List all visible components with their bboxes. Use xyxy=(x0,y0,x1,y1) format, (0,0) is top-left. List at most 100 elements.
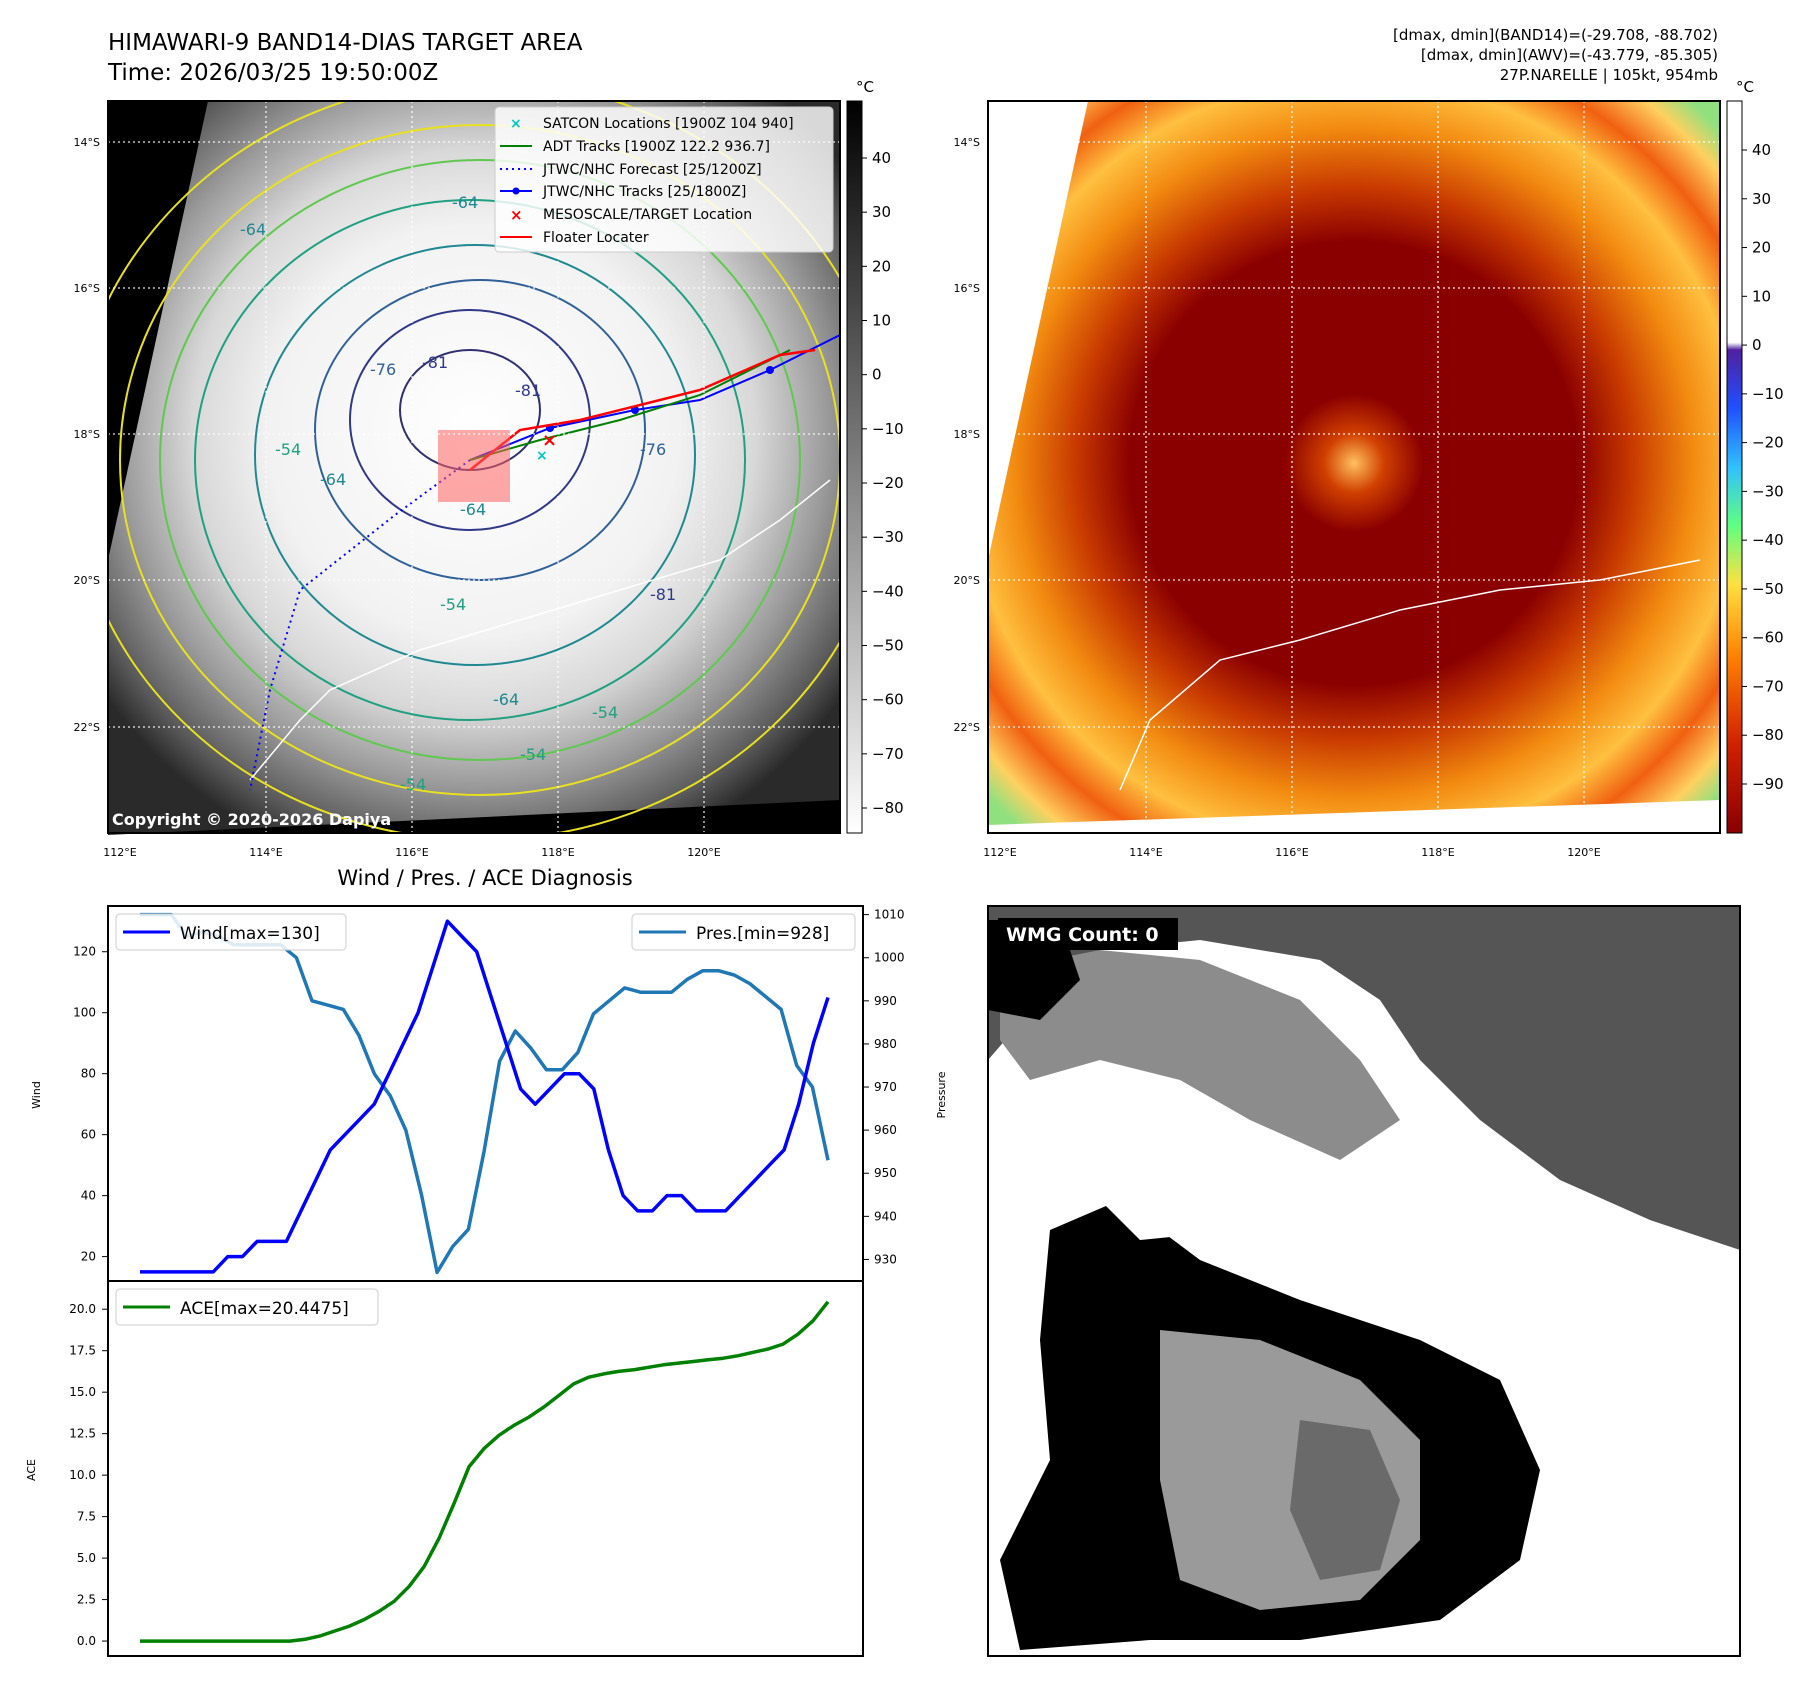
colorbar-tick-label: −60 xyxy=(872,691,904,709)
pressure-tick-label: 1010 xyxy=(874,908,905,922)
lon-label: 118°E xyxy=(541,846,574,859)
ace-legend: ACE[max=20.4475] xyxy=(115,1288,379,1326)
legend-marker-satcon: × xyxy=(510,116,522,132)
wind-legend: Wind[max=130] xyxy=(115,913,347,951)
ace-legend-label: ACE[max=20.4475] xyxy=(180,1299,349,1319)
wmg-panel: WMG Count: 0 xyxy=(987,905,1741,1657)
contour-label: -76 xyxy=(640,440,666,459)
wmg-white-patch xyxy=(1520,1260,1700,1430)
awv-colorbar-unit: °C xyxy=(1736,78,1754,96)
ir-map-panel: -81 -81 -76 -64 -64 -54 -64 -54 -54 -64 … xyxy=(74,100,841,859)
wind-tick-label: 80 xyxy=(81,1067,96,1081)
wmg-count-label: WMG Count: 0 xyxy=(1006,924,1159,946)
ir-colorbar: °C 40 30 20 10 0 −10 −20 −30 −40 −50 −60 −70 −80 xyxy=(846,78,904,834)
jtwc-track-point xyxy=(766,366,774,374)
wind-pressure-chart: 20 40 60 80 100 120 930 940 950 960 970 980 990 1000 1… xyxy=(30,905,948,1282)
title-line-2: Time: 2026/03/25 19:50:00Z xyxy=(107,60,438,86)
legend-label: JTWC/NHC Forecast [25/1200Z] xyxy=(542,162,762,178)
pressure-tick-label: 930 xyxy=(874,1252,897,1266)
lat-label: 18°S xyxy=(74,428,100,441)
contour-label: -76 xyxy=(370,360,396,379)
contour-label: -54 xyxy=(275,440,301,459)
contour-green xyxy=(159,159,801,761)
contour-label: -81 xyxy=(650,585,676,604)
awv-coastline xyxy=(1119,559,1701,791)
lat-label: 14°S xyxy=(954,136,980,149)
pressure-legend-box xyxy=(631,913,856,951)
legend-label: Floater Locater xyxy=(543,230,649,246)
colorbar-tick-label: 30 xyxy=(872,203,891,221)
pressure-tick-label: 950 xyxy=(874,1166,897,1180)
colorbar-tick-label: −80 xyxy=(872,799,904,817)
info-line-1: [dmax, dmin](BAND14)=(-29.708, -88.702) xyxy=(1393,26,1718,44)
legend-label: ADT Tracks [1900Z 122.2 936.7] xyxy=(543,139,770,155)
ace-tick-label: 0.0 xyxy=(77,1634,96,1648)
legend-label: JTWC/NHC Tracks [25/1800Z] xyxy=(542,184,746,200)
contour-label: -64 xyxy=(452,193,478,212)
pressure-tick-label: 1000 xyxy=(874,951,905,965)
ace-tick-label: 15.0 xyxy=(69,1385,96,1399)
lat-label: 16°S xyxy=(74,282,100,295)
pressure-tick-label: 970 xyxy=(874,1080,897,1094)
contour-label: -54 xyxy=(520,745,546,764)
colorbar-tick-label: 0 xyxy=(1752,336,1762,354)
contour-label: -81 xyxy=(422,353,448,372)
colorbar-tick-label: −20 xyxy=(1752,434,1784,452)
wind-axis-label: Wind xyxy=(30,1081,43,1109)
awv-gridlines xyxy=(988,101,1720,833)
ace-tick-label: 17.5 xyxy=(69,1344,96,1358)
pressure-tick-label: 980 xyxy=(874,1037,897,1051)
wind-plot-area xyxy=(107,905,864,1282)
lat-label: 20°S xyxy=(954,574,980,587)
colorbar-tick-label: 20 xyxy=(872,257,891,275)
colorbar-tick-label: −10 xyxy=(1752,385,1784,403)
lat-label: 14°S xyxy=(74,136,100,149)
satcon-marker: × xyxy=(536,448,548,464)
colorbar-tick-label: −80 xyxy=(1752,726,1784,744)
legend-marker-mesoscale: × xyxy=(510,206,523,224)
wmg-frame xyxy=(987,905,1741,1657)
title-line-1: HIMAWARI-9 BAND14-DIAS TARGET AREA xyxy=(108,30,583,56)
wmg-center-region xyxy=(1290,1420,1400,1580)
lon-label: 114°E xyxy=(249,846,282,859)
lat-label: 20°S xyxy=(74,574,100,587)
awv-image-swath xyxy=(988,101,1720,825)
contour-teal xyxy=(254,244,696,666)
legend-label: SATCON Locations [1900Z 104 940] xyxy=(543,116,794,132)
wind-series-line xyxy=(140,919,830,1274)
awv-colorbar: °C 40 30 20 10 0 −10 −20 −30 −40 −50 −60 −70 −80 −90 xyxy=(1726,78,1784,834)
lon-label: 118°E xyxy=(1421,846,1454,859)
contour-label: -54 xyxy=(440,595,466,614)
contour-teal-outer xyxy=(194,199,746,721)
lon-label: 120°E xyxy=(1567,846,1600,859)
ace-legend-box xyxy=(115,1288,379,1326)
colorbar-tick-label: 0 xyxy=(872,366,882,384)
lon-label: 116°E xyxy=(1275,846,1308,859)
wind-tick-label: 20 xyxy=(81,1250,96,1264)
contour-yellow-inner xyxy=(119,124,840,796)
ir-map-frame xyxy=(107,100,841,834)
wmg-white-patch xyxy=(1090,1110,1280,1240)
wind-tick-label: 100 xyxy=(73,1006,96,1020)
lon-label: 112°E xyxy=(983,846,1016,859)
contour-label: -64 xyxy=(240,220,266,239)
legend-box xyxy=(494,106,834,253)
wmg-mid-gray-region xyxy=(1000,950,1400,1160)
wind-tick-label: 120 xyxy=(73,945,96,959)
ace-axis-label: ACE xyxy=(25,1459,38,1481)
legend-dot-jtwc-track xyxy=(512,187,520,195)
colorbar-tick-label: −10 xyxy=(872,420,904,438)
lat-label: 18°S xyxy=(954,428,980,441)
contour-label: -64 xyxy=(320,470,346,489)
ace-tick-label: 10.0 xyxy=(69,1468,96,1482)
contour-label: -64 xyxy=(460,500,486,519)
lat-label: 16°S xyxy=(954,282,980,295)
mesoscale-target-marker: × xyxy=(542,430,557,451)
mesoscale-target-box xyxy=(438,430,510,502)
info-line-2: [dmax, dmin](AWV)=(-43.779, -85.305) xyxy=(1421,46,1718,64)
ir-colorbar-unit: °C xyxy=(856,78,874,96)
ir-colorbar-bar xyxy=(846,100,863,834)
colorbar-tick-label: −20 xyxy=(872,474,904,492)
colorbar-tick-label: −90 xyxy=(1752,775,1784,793)
